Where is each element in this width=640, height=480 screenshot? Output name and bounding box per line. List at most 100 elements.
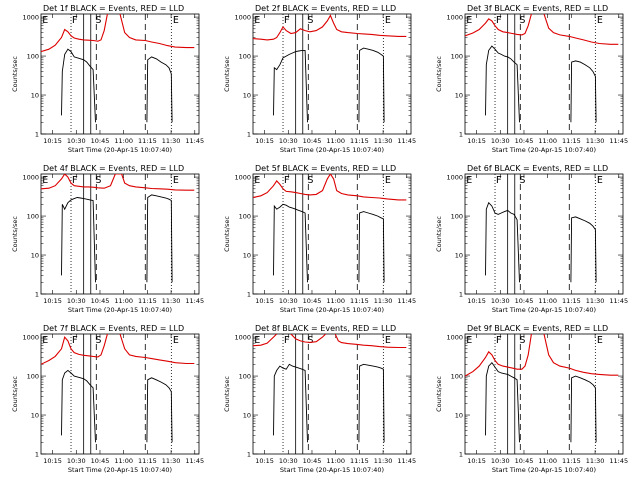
lld-series-line [119,334,195,365]
detector-panel: Det 5f BLACK = Events, RED = LLD 1 10 100 10… [223,164,416,314]
events-series-line [273,363,308,443]
y-tick-label: 10 [31,412,39,420]
event-marker-label: S [96,175,102,186]
x-tick-label: 11:45 [185,137,204,145]
x-tick-label: 11:45 [397,297,416,305]
x-tick-label: 11:30 [162,297,181,305]
x-tick-label: 11:15 [138,137,157,145]
y-axis-label: Counts/sec [223,376,231,412]
event-marker-label: F [284,175,290,186]
x-tick-label: 11:30 [586,457,605,465]
events-series-line [146,194,173,283]
y-tick-label: 1000 [446,334,463,342]
events-series-line [61,197,96,283]
event-marker-label: F [496,335,502,346]
x-tick-label: 11:00 [326,137,345,145]
y-tick-label: 10 [455,92,463,100]
events-series-line [146,377,173,443]
x-axis-label: Start Time (20-Apr-15 10:07:40) [68,306,172,314]
panel-title: Det 5f BLACK = Events, RED = LLD [255,164,396,173]
x-tick-label: 10:45 [91,137,110,145]
lld-series-line [290,334,327,343]
event-marker-label: E [466,335,472,346]
event-marker-label: E [254,15,260,26]
detector-panel: Det 2f BLACK = Events, RED = LLD 1 10 100 10… [223,4,416,154]
y-tick-label: 1 [35,291,39,299]
event-marker-label: E [385,175,391,186]
panel-title: Det 4f BLACK = Events, RED = LLD [43,164,184,173]
y-tick-label: 10 [243,92,251,100]
event-marker-label: E [385,335,391,346]
event-marker-label: E [42,335,48,346]
event-marker-label: S [520,175,526,186]
x-tick-label: 10:30 [279,137,298,145]
x-tick-label: 10:15 [43,457,62,465]
y-tick-label: 1 [459,451,463,459]
x-axis-label: Start Time (20-Apr-15 10:07:40) [68,466,172,474]
x-tick-label: 11:30 [586,137,605,145]
event-marker-label: S [308,15,314,26]
panel-title: Det 9f BLACK = Events, RED = LLD [467,324,608,333]
event-marker-label: E [173,335,179,346]
detector-panel: Det 6f BLACK = Events, RED = LLD 1 10 100 10… [435,164,628,314]
y-axis-label: Counts/sec [435,56,443,92]
y-tick-label: 10 [243,412,251,420]
plot-frame [252,173,412,295]
x-tick-label: 10:15 [43,137,62,145]
x-axis-label: Start Time (20-Apr-15 10:07:40) [280,146,384,154]
lld-series-line [41,174,195,191]
y-tick-label: 100 [239,373,251,381]
y-tick-label: 100 [451,373,463,381]
lld-series-line [253,174,407,201]
x-tick-label: 10:45 [515,297,534,305]
y-tick-label: 10 [31,252,39,260]
x-tick-label: 11:15 [562,457,581,465]
x-tick-label: 11:30 [374,457,393,465]
x-tick-label: 11:00 [326,457,345,465]
y-tick-label: 1000 [446,174,463,182]
events-series-line [358,47,385,123]
event-marker-label: E [466,175,472,186]
x-tick-label: 10:15 [467,137,486,145]
lld-series-line [253,334,278,347]
x-tick-label: 10:15 [255,137,274,145]
event-marker-label: E [254,175,260,186]
lld-series-line [465,14,532,37]
x-tick-label: 10:30 [491,457,510,465]
x-tick-label: 11:00 [538,457,557,465]
y-axis-label: Counts/sec [223,216,231,252]
lld-series-line [465,334,532,377]
y-tick-label: 100 [239,213,251,221]
x-tick-label: 11:15 [350,137,369,145]
x-tick-label: 11:45 [185,297,204,305]
panel-title: Det 8f BLACK = Events, RED = LLD [255,324,396,333]
panel-title: Det 3f BLACK = Events, RED = LLD [467,4,608,13]
x-tick-label: 10:45 [303,137,322,145]
panel-title: Det 6f BLACK = Events, RED = LLD [467,164,608,173]
x-tick-label: 11:30 [162,137,181,145]
detector-panel: Det 4f BLACK = Events, RED = LLD 1 10 100 10… [11,164,204,314]
x-tick-label: 10:15 [255,457,274,465]
x-tick-label: 11:45 [397,457,416,465]
y-tick-label: 1 [247,131,251,139]
y-tick-label: 1 [247,451,251,459]
x-tick-label: 10:45 [91,457,110,465]
x-tick-label: 11:00 [114,137,133,145]
plot-frame [252,13,412,135]
x-tick-label: 10:30 [67,137,86,145]
event-marker-label: E [597,335,603,346]
y-tick-label: 1000 [22,174,39,182]
x-tick-label: 10:15 [467,457,486,465]
y-axis-label: Counts/sec [435,376,443,412]
y-axis-label: Counts/sec [223,56,231,92]
x-axis-label: Start Time (20-Apr-15 10:07:40) [492,466,596,474]
panel-title: Det 7f BLACK = Events, RED = LLD [43,324,184,333]
x-tick-label: 10:30 [279,297,298,305]
y-tick-label: 1 [459,131,463,139]
lld-series-line [253,14,407,41]
events-series-line [485,201,520,283]
y-tick-label: 100 [239,53,251,61]
plot-frame [464,173,624,295]
